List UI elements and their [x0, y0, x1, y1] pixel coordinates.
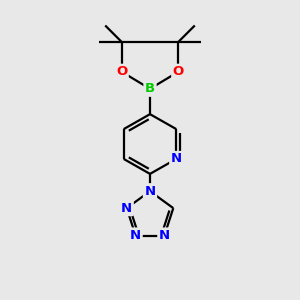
Text: N: N — [159, 229, 170, 242]
Text: N: N — [121, 202, 132, 214]
Text: N: N — [171, 152, 182, 166]
Text: N: N — [144, 185, 156, 198]
Text: O: O — [116, 65, 127, 78]
Text: B: B — [145, 82, 155, 95]
Text: O: O — [173, 65, 184, 78]
Text: N: N — [130, 229, 141, 242]
